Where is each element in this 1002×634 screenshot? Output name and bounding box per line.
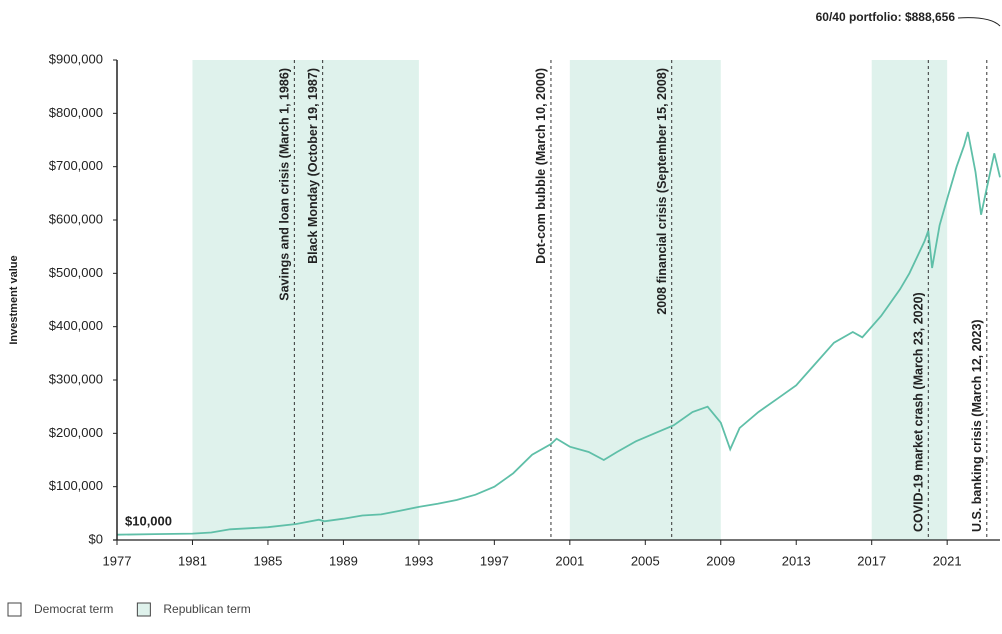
x-tick-label: 2005 [631,553,660,568]
y-tick-label: $700,000 [49,158,103,173]
start-label: $10,000 [125,513,172,528]
y-tick-label: $100,000 [49,478,103,493]
y-tick-label: $200,000 [49,425,103,440]
x-tick-label: 2021 [933,553,962,568]
y-tick-label: $600,000 [49,211,103,226]
x-tick-label: 2001 [555,553,584,568]
y-tick-label: $300,000 [49,371,103,386]
x-tick-label: 1977 [103,553,132,568]
y-axis-label: Investment value [8,255,20,344]
term-span [569,60,721,540]
event-label: 2008 financial crisis (September 15, 200… [655,68,669,315]
legend-label: Republican term [163,602,250,616]
legend-swatch [7,602,22,617]
term-span [871,60,948,540]
term-span [192,60,419,540]
y-tick-label: $800,000 [49,105,103,120]
x-tick-label: 2013 [782,553,811,568]
event-label: Dot-com bubble (March 10, 2000) [534,68,548,264]
x-tick-label: 1981 [178,553,207,568]
x-tick-label: 1997 [480,553,509,568]
x-tick-label: 1993 [404,553,433,568]
end-label: 60/40 portfolio: $888,656 [816,10,956,24]
data-line [116,131,1001,536]
legend-swatch [136,602,151,617]
x-tick-label: 2017 [857,553,886,568]
y-tick-label: $0 [89,531,103,546]
x-tick-label: 1985 [253,553,282,568]
event-label: U.S. banking crisis (March 12, 2023) [970,319,984,532]
y-tick-label: $500,000 [49,265,103,280]
y-tick-label: $900,000 [49,51,103,66]
end-label-pointer [957,17,1001,27]
legend-label: Democrat term [34,602,113,616]
x-tick-label: 2009 [706,553,735,568]
x-tick-label: 1989 [329,553,358,568]
event-label: Black Monday (October 19, 1987) [306,68,320,264]
event-label: COVID-19 market crash (March 23, 2020) [912,292,926,532]
event-label: Savings and loan crisis (March 1, 1986) [278,68,292,301]
y-tick-label: $400,000 [49,318,103,333]
